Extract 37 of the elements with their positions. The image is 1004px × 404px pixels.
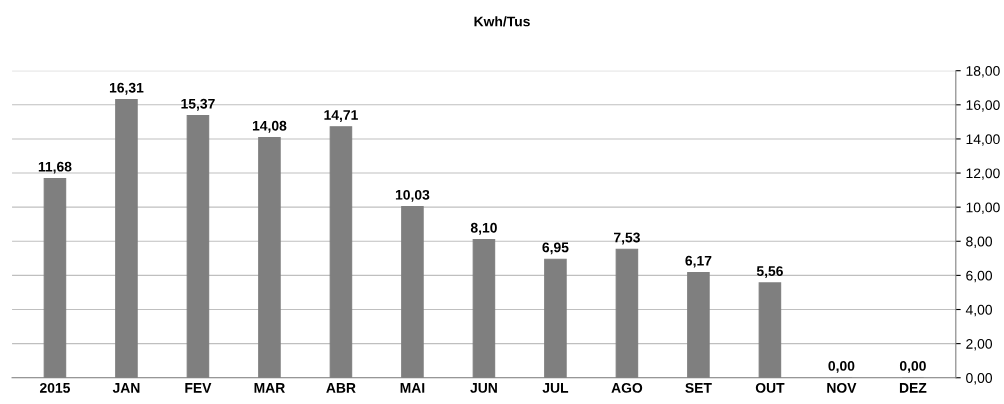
y-tick-label: 2,00 <box>966 338 993 351</box>
data-label: 5,56 <box>756 266 783 278</box>
x-tick-label: JUL <box>542 383 569 393</box>
data-label: 6,95 <box>542 242 569 255</box>
data-label: 14,08 <box>252 120 287 133</box>
x-tick-label: JAN <box>112 383 140 393</box>
data-label: 16,31 <box>109 82 144 95</box>
x-tick-label: DEZ <box>899 383 927 393</box>
data-label: 0,00 <box>899 360 926 373</box>
data-label: 8,10 <box>470 222 497 235</box>
x-tick-label: JUN <box>470 383 497 393</box>
x-tick-label: SET <box>685 382 712 393</box>
data-label: 15,37 <box>181 98 215 111</box>
data-label: 0,00 <box>828 360 855 373</box>
data-label: 6,17 <box>685 255 712 268</box>
y-tick-label: 8,00 <box>966 236 993 249</box>
x-tick-label: ABR <box>326 383 356 393</box>
x-tick-label: NOV <box>827 382 857 393</box>
chart-title: Kwh/Tus <box>474 16 530 27</box>
data-label: 10,03 <box>395 189 430 202</box>
y-tick-label: 0,00 <box>966 373 993 385</box>
y-tick-label: 6,00 <box>966 270 993 283</box>
y-tick-label: 18,00 <box>966 66 1000 78</box>
data-label: 7,53 <box>614 232 640 245</box>
x-tick-label: AGO <box>611 382 643 393</box>
y-tick-label: 16,00 <box>966 100 1000 112</box>
x-tick-label: 2015 <box>39 382 71 393</box>
x-tick-label: MAR <box>254 383 285 393</box>
data-label: 11,68 <box>38 161 72 174</box>
data-label: 14,71 <box>324 110 358 122</box>
x-tick-label: OUT <box>755 382 785 393</box>
x-tick-label: MAI <box>400 383 425 393</box>
x-tick-label: FEV <box>185 383 212 393</box>
y-tick-label: 12,00 <box>966 168 1000 180</box>
y-tick-label: 14,00 <box>966 134 1000 146</box>
y-tick-label: 10,00 <box>966 202 1000 214</box>
y-tick-label: 4,00 <box>965 304 993 317</box>
